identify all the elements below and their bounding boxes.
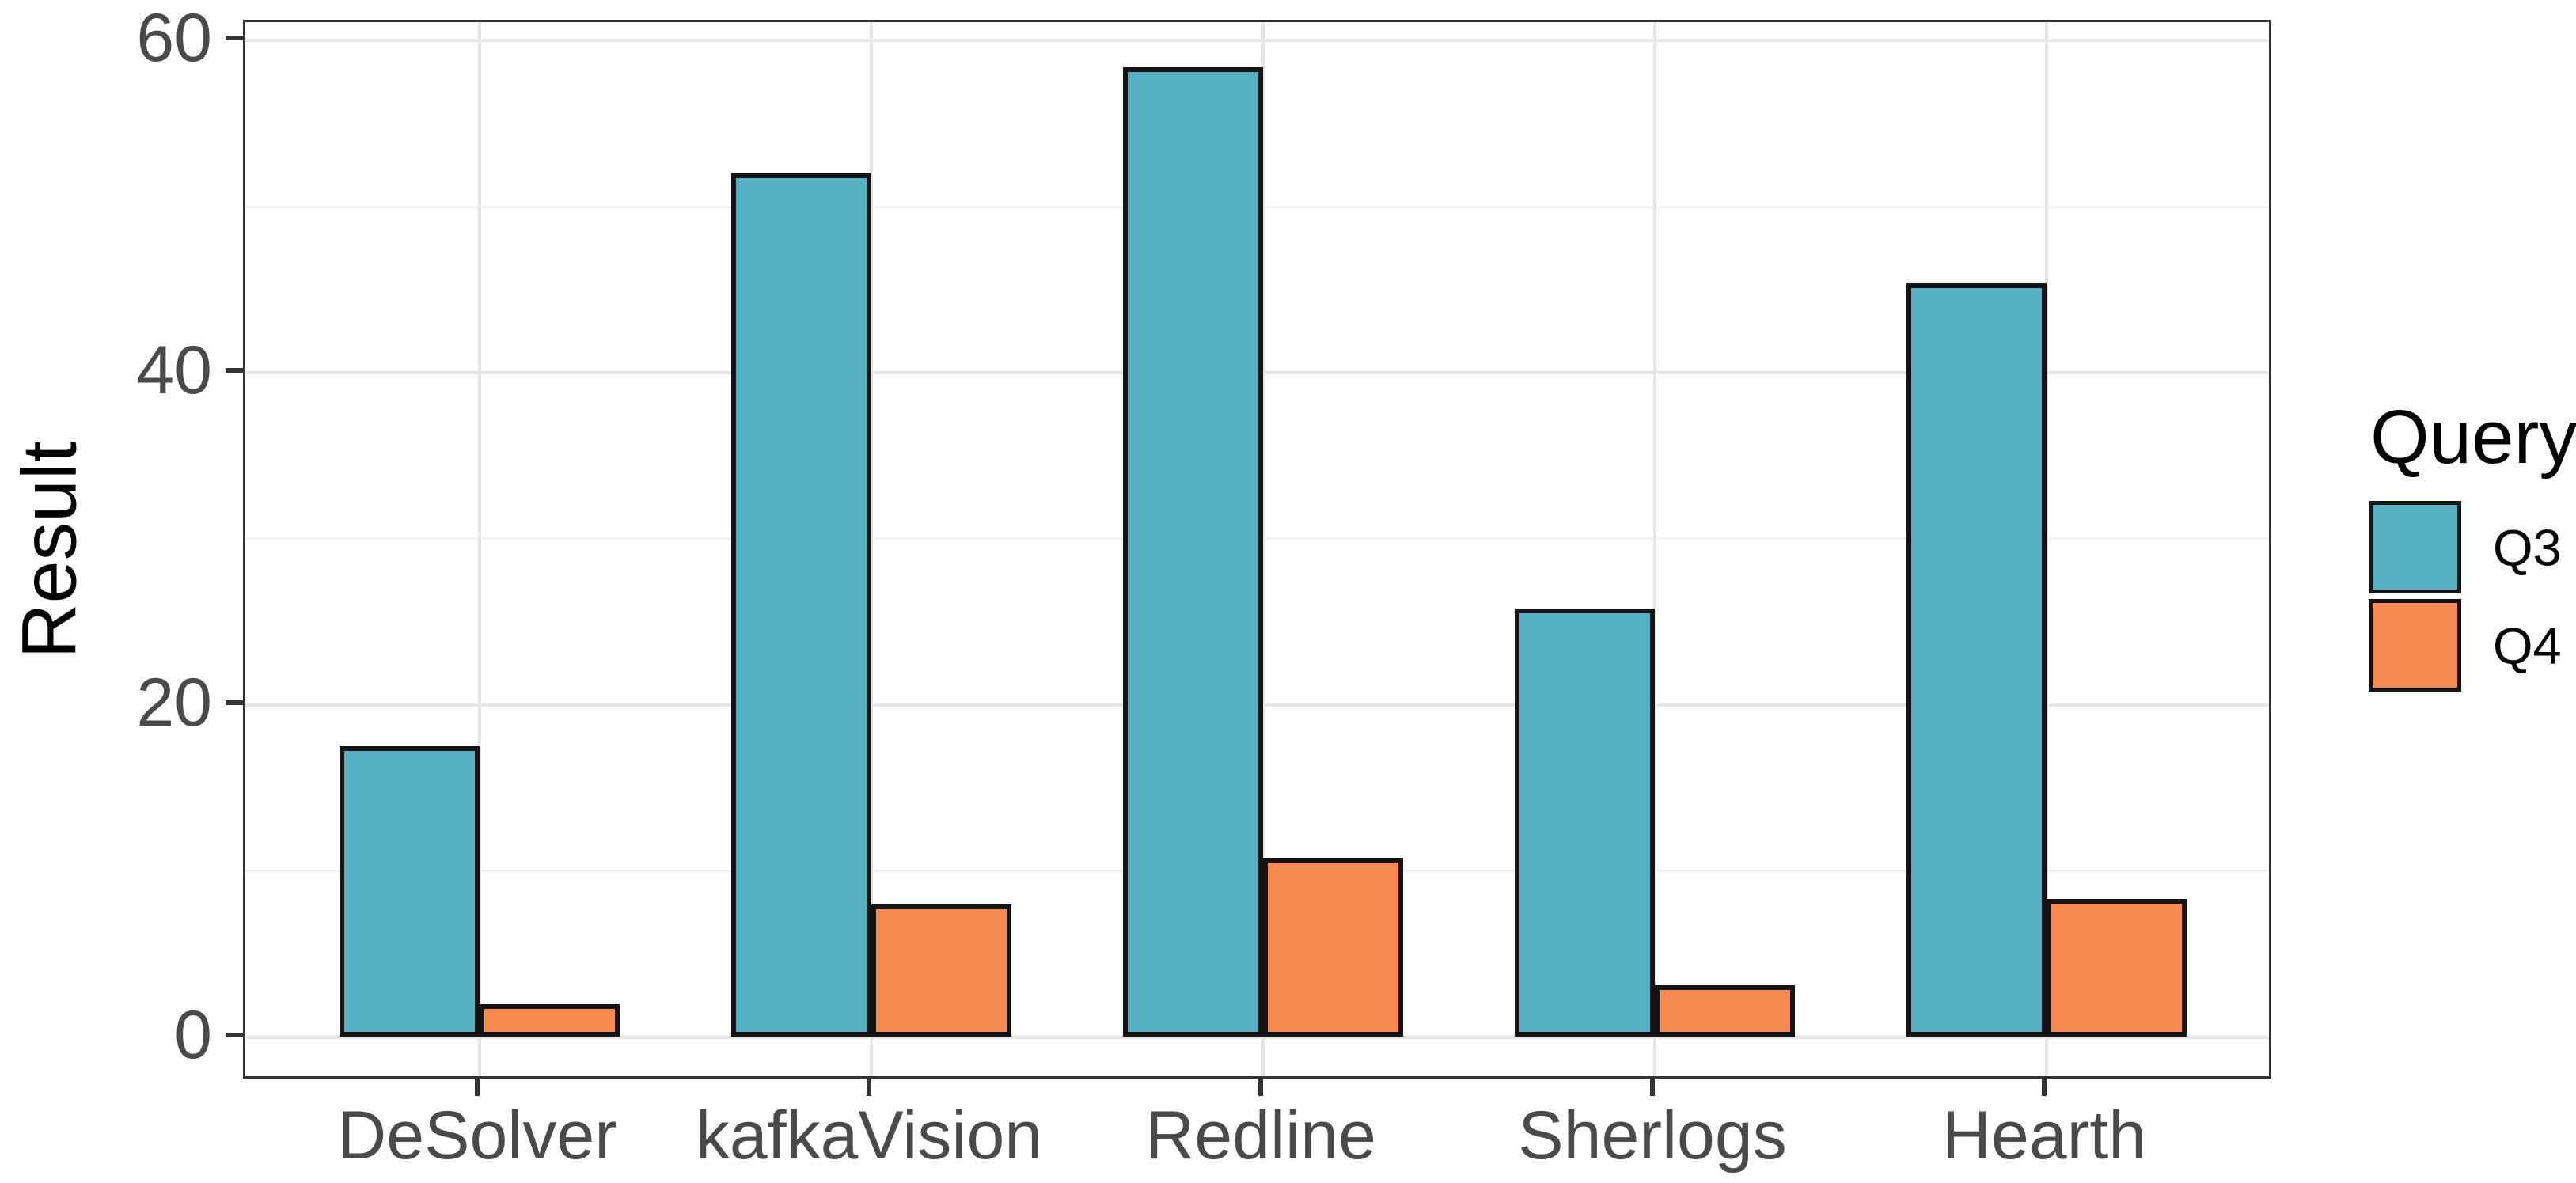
bar-Q3-Hearth bbox=[1906, 282, 2047, 1037]
bar-Q4-kafkaVision bbox=[871, 904, 1011, 1037]
legend-label-Q4: Q4 bbox=[2493, 616, 2562, 674]
x-tick-mark-Sherlogs bbox=[1650, 1079, 1655, 1096]
legend-title: Query bbox=[2370, 395, 2576, 480]
x-tick-mark-kafkaVision bbox=[867, 1079, 871, 1096]
y-tick-label-40: 40 bbox=[136, 332, 212, 408]
bar-Q3-Sherlogs bbox=[1515, 608, 1655, 1037]
y-tick-label-20: 20 bbox=[136, 664, 212, 741]
y-axis-title: Result bbox=[6, 441, 93, 659]
bar-Q4-Sherlogs bbox=[1655, 985, 1795, 1037]
y-tick-mark-40 bbox=[226, 367, 243, 373]
legend-key-Q3 bbox=[2369, 501, 2461, 593]
x-tick-label-Redline: Redline bbox=[1145, 1098, 1376, 1174]
y-tick-label-60: 60 bbox=[136, 0, 212, 77]
bar-Q3-Redline bbox=[1123, 66, 1263, 1037]
bar-Q3-DeSolver bbox=[340, 746, 480, 1037]
gridline-category-Redline bbox=[1261, 22, 1265, 1076]
y-tick-label-0: 0 bbox=[174, 996, 212, 1073]
x-tick-label-kafkaVision: kafkaVision bbox=[695, 1098, 1043, 1174]
y-tick-mark-60 bbox=[226, 36, 243, 41]
gridline-category-kafkaVision bbox=[870, 22, 873, 1076]
bar-Q4-DeSolver bbox=[480, 1003, 620, 1037]
x-tick-label-Hearth: Hearth bbox=[1941, 1098, 2147, 1174]
x-tick-mark-Hearth bbox=[2042, 1079, 2047, 1096]
gridline-major-0 bbox=[245, 1035, 2269, 1039]
plot-panel bbox=[243, 20, 2271, 1079]
gridline-category-Sherlogs bbox=[1653, 22, 1656, 1076]
legend-label-Q3: Q3 bbox=[2493, 518, 2562, 576]
gridline-category-DeSolver bbox=[478, 22, 481, 1076]
x-tick-mark-DeSolver bbox=[475, 1079, 480, 1096]
bar-Q4-Hearth bbox=[2047, 899, 2187, 1037]
x-tick-mark-Redline bbox=[1258, 1079, 1263, 1096]
y-tick-mark-20 bbox=[226, 700, 243, 705]
legend-key-Q4 bbox=[2369, 599, 2461, 692]
gridline-category-Hearth bbox=[2045, 22, 2048, 1076]
gridline-major-60 bbox=[245, 39, 2269, 43]
x-tick-label-DeSolver: DeSolver bbox=[337, 1098, 617, 1174]
bar-Q4-Redline bbox=[1263, 857, 1403, 1037]
bar-Q3-kafkaVision bbox=[731, 173, 871, 1037]
x-tick-label-Sherlogs: Sherlogs bbox=[1518, 1098, 1787, 1174]
y-tick-mark-0 bbox=[226, 1032, 243, 1037]
